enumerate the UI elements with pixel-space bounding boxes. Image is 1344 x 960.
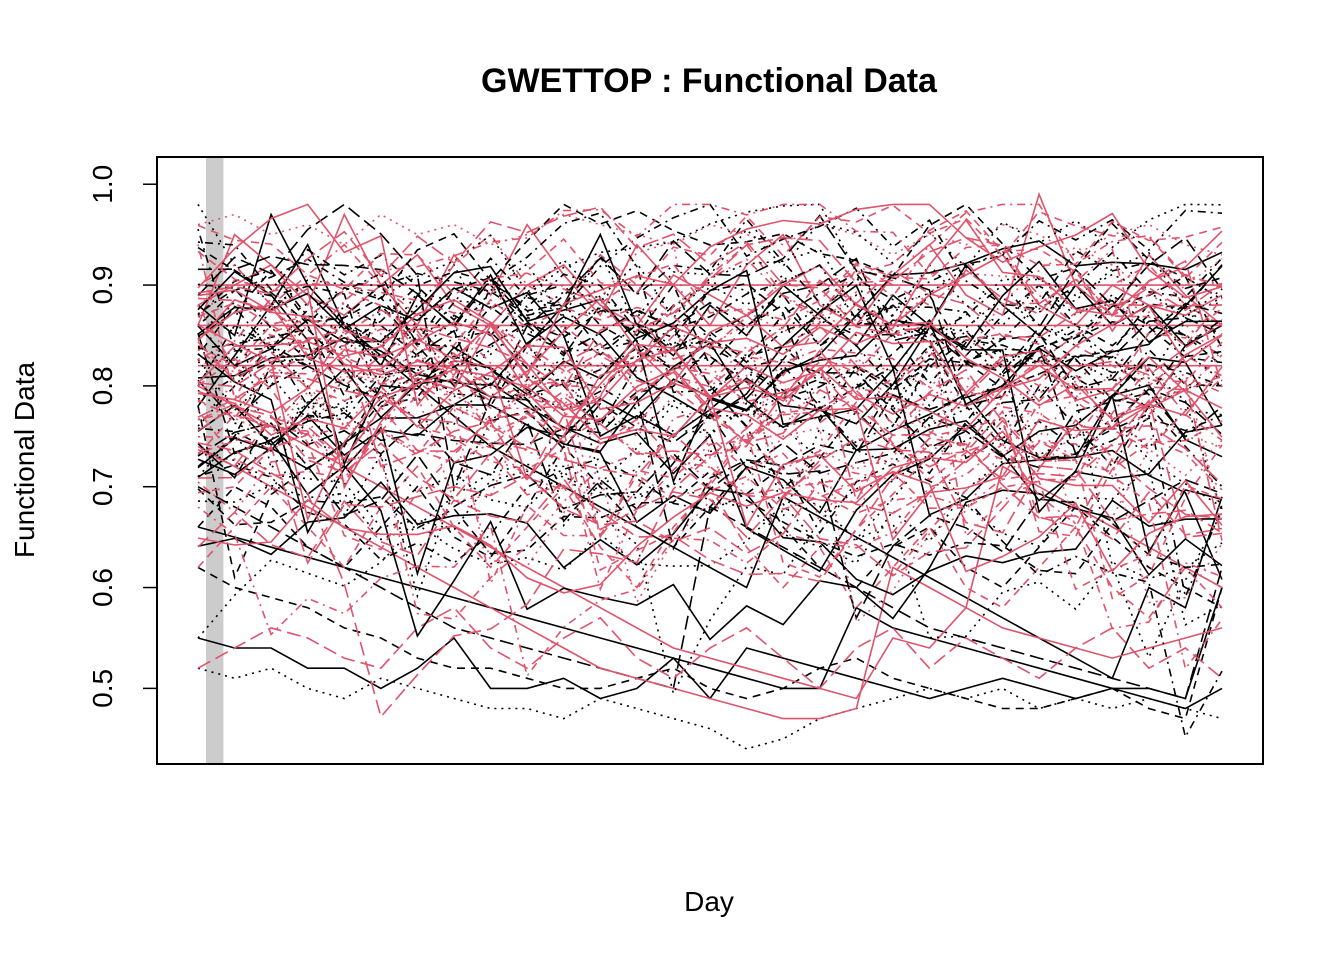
series-line-36	[197, 296, 1223, 528]
series-line-101	[197, 332, 1223, 451]
series-line-92	[197, 442, 1223, 678]
series-line-60	[197, 367, 1223, 524]
series-line-42	[197, 287, 1223, 514]
series-line-53	[197, 236, 1223, 373]
series-line-43	[197, 275, 1223, 580]
series-line-87	[197, 354, 1223, 498]
series-line-79	[197, 324, 1223, 542]
series-line-33	[197, 203, 1223, 413]
series-line-95	[197, 376, 1223, 591]
series-line-8	[197, 283, 1223, 468]
series-line-77	[197, 304, 1223, 440]
series-line-83	[197, 465, 1223, 577]
series-line-96	[197, 322, 1223, 520]
series-line-105	[197, 298, 1223, 431]
series-line-107	[197, 206, 1223, 388]
series-line-100	[197, 360, 1223, 541]
series-line-104	[197, 220, 1223, 321]
series-line-19	[197, 233, 1223, 327]
series-line-35	[197, 264, 1223, 423]
series-line-61	[197, 481, 1223, 596]
plot-area	[197, 157, 1223, 764]
series-line-18	[197, 606, 1223, 690]
series-line-66	[197, 454, 1223, 627]
series-line-2	[197, 667, 1223, 750]
series-line-59	[197, 422, 1223, 621]
y-tick-label: 0.8	[87, 366, 118, 405]
series-line-34	[197, 319, 1223, 430]
highlight-band	[206, 157, 224, 764]
y-axis-label: Functional Data	[9, 362, 40, 559]
series-line-109	[197, 349, 1223, 587]
series-layer	[197, 191, 1223, 750]
series-line-82	[197, 203, 1223, 490]
y-tick-label: 0.6	[87, 568, 118, 607]
y-tick-label: 0.9	[87, 266, 118, 305]
y-tick-label: 0.5	[87, 669, 118, 708]
series-line-30	[197, 320, 1223, 452]
chart-title: GWETTOP : Functional Data	[481, 62, 938, 100]
series-line-56	[197, 234, 1223, 382]
series-line-99	[197, 297, 1223, 421]
series-line-4	[197, 526, 1223, 700]
series-line-39	[197, 457, 1223, 740]
series-line-89	[197, 269, 1223, 390]
series-line-73	[197, 382, 1223, 671]
series-line-3	[197, 566, 1223, 720]
series-line-110	[197, 258, 1223, 502]
series-line-51	[197, 203, 1223, 453]
series-line-78	[197, 203, 1223, 386]
series-line-50	[197, 373, 1223, 696]
x-axis-label: Day	[684, 886, 734, 917]
series-line-32	[197, 264, 1223, 412]
series-line-94	[197, 203, 1223, 401]
series-line-21	[197, 465, 1223, 619]
series-line-6	[197, 212, 1223, 680]
series-line-27	[197, 284, 1223, 555]
series-line-93	[197, 357, 1223, 551]
series-line-68	[197, 316, 1223, 451]
series-line-70	[197, 430, 1223, 594]
series-line-98	[197, 290, 1223, 538]
series-line-44	[197, 283, 1223, 429]
series-line-90	[197, 328, 1223, 534]
series-line-81	[197, 385, 1223, 600]
series-line-71	[197, 371, 1223, 719]
series-line-75	[197, 405, 1223, 583]
series-line-91	[197, 390, 1223, 624]
series-line-17	[197, 385, 1223, 700]
y-tick-label: 1.0	[87, 165, 118, 204]
series-line-47	[197, 392, 1223, 523]
series-line-40	[197, 315, 1223, 599]
series-line-69	[197, 203, 1223, 481]
series-line-86	[197, 209, 1223, 352]
y-axis: 0.5 0.6 0.7 0.8 0.9 1.0	[87, 165, 158, 708]
y-tick-label: 0.7	[87, 467, 118, 506]
series-line-108	[197, 204, 1223, 314]
series-line-72	[197, 273, 1223, 539]
series-line-7	[197, 283, 1223, 387]
series-line-106	[197, 371, 1223, 530]
series-line-16	[197, 445, 1223, 720]
